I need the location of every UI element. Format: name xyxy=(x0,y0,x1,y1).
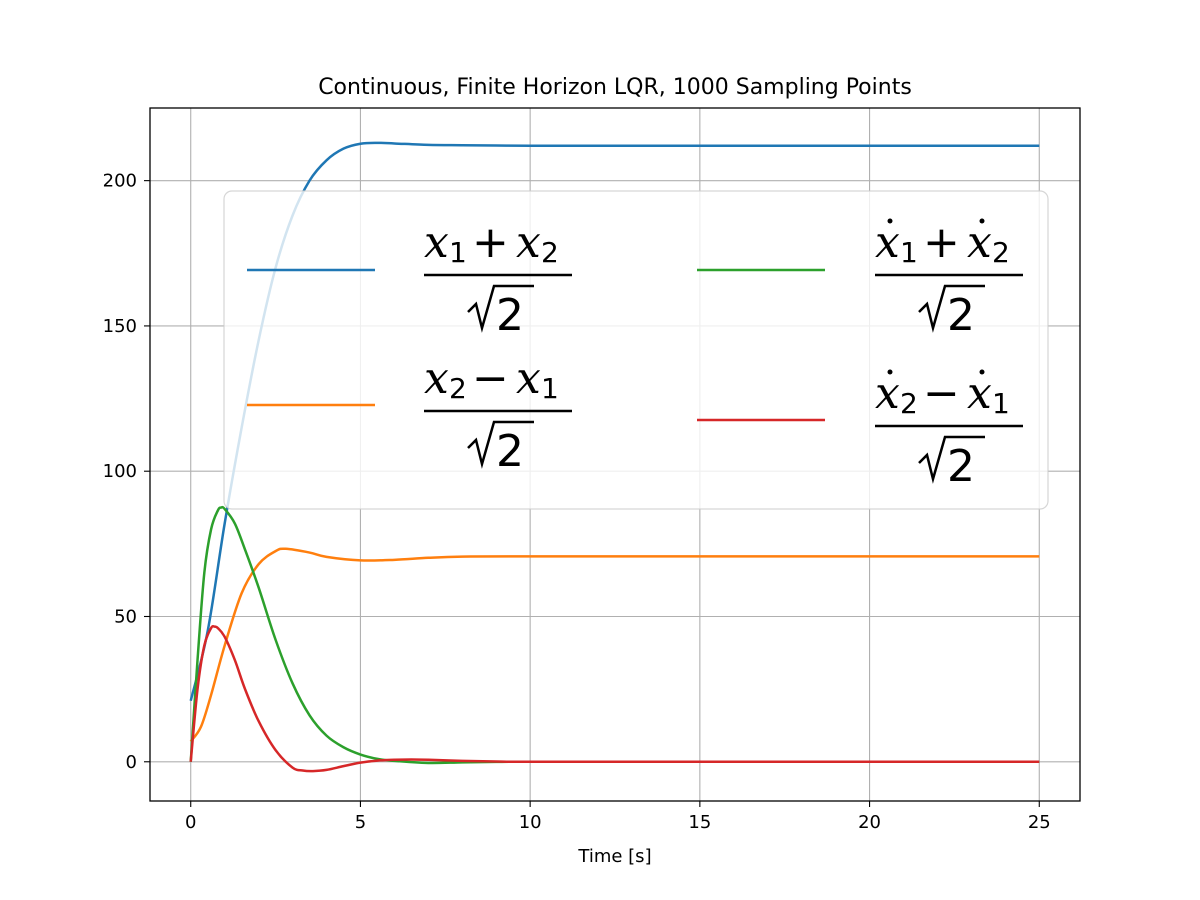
legend-box xyxy=(223,190,1049,510)
svg-text:x: x xyxy=(875,368,900,419)
svg-text:x: x xyxy=(967,217,992,268)
x-tick-label-4: 20 xyxy=(858,812,881,833)
series-line-2 xyxy=(189,547,1040,743)
x-tick-label-0: 0 xyxy=(185,812,196,833)
svg-text:x: x xyxy=(424,217,449,268)
svg-text:2: 2 xyxy=(449,372,467,405)
svg-text:x: x xyxy=(967,368,992,419)
x-tick-label-3: 15 xyxy=(688,812,711,833)
svg-text:2: 2 xyxy=(947,290,975,341)
ticks: 0 5 10 15 20 25 0 50 100 150 200 xyxy=(103,171,1051,833)
plot-frame xyxy=(149,107,1081,802)
svg-text:1: 1 xyxy=(900,236,918,269)
svg-text:x: x xyxy=(516,353,541,404)
svg-text:+: + xyxy=(472,217,509,268)
svg-text:+: + xyxy=(923,217,960,268)
svg-text:2: 2 xyxy=(992,236,1010,269)
svg-text:−: − xyxy=(472,353,509,404)
x-tick-label-5: 25 xyxy=(1028,812,1051,833)
series-line-4 xyxy=(189,624,1040,773)
svg-text:−: − xyxy=(923,368,960,419)
svg-text:1: 1 xyxy=(449,236,467,269)
svg-text:2: 2 xyxy=(947,441,975,492)
svg-text:1: 1 xyxy=(541,372,559,405)
svg-text:x: x xyxy=(424,353,449,404)
y-tick-label-2: 100 xyxy=(103,461,137,482)
svg-text:x: x xyxy=(516,217,541,268)
svg-text:2: 2 xyxy=(900,387,918,420)
y-tick-label-4: 200 xyxy=(103,171,137,192)
svg-text:2: 2 xyxy=(496,290,524,341)
svg-text:x: x xyxy=(875,217,900,268)
x-tick-label-2: 10 xyxy=(519,812,542,833)
y-tick-label-0: 0 xyxy=(126,752,137,773)
svg-text:2: 2 xyxy=(496,426,524,477)
svg-text:1: 1 xyxy=(992,387,1010,420)
y-tick-label-1: 50 xyxy=(114,606,137,627)
y-tick-label-3: 150 xyxy=(103,316,137,337)
x-tick-label-1: 5 xyxy=(355,812,366,833)
svg-text:2: 2 xyxy=(541,236,559,269)
chart-title: Continuous, Finite Horizon LQR, 1000 Sam… xyxy=(318,75,912,100)
x-axis-label: Time [s] xyxy=(577,846,651,867)
